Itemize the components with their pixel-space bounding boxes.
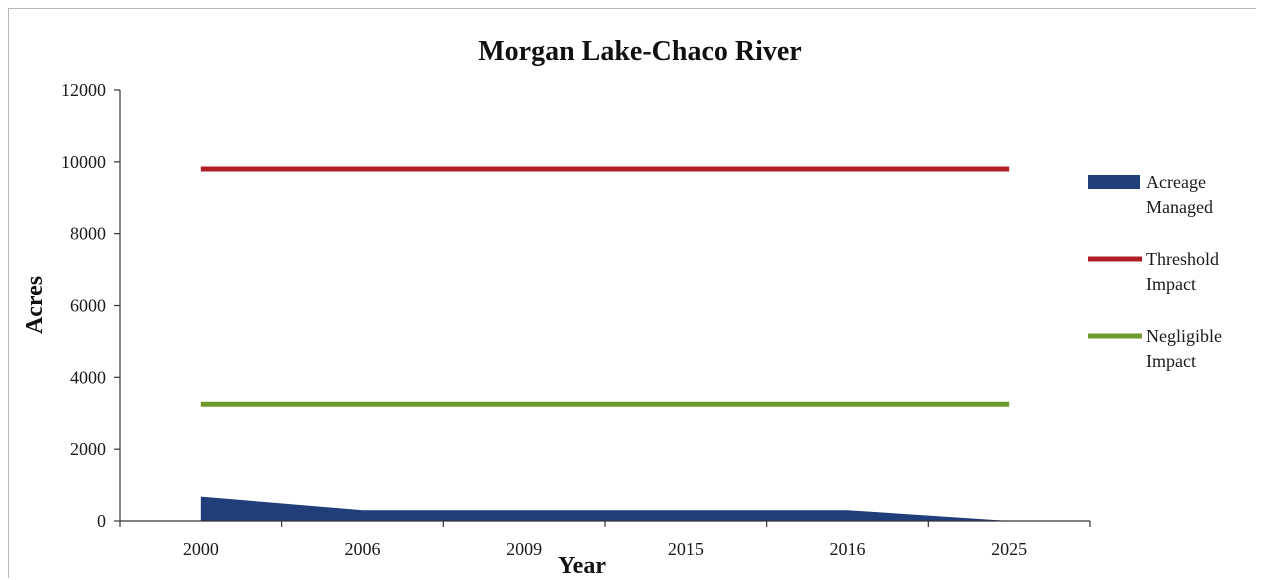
- legend: Acreage Managed Threshold Impact Negligible I…: [1088, 172, 1222, 371]
- x-axis-label: Year: [558, 553, 606, 579]
- y-tick-label: 12000: [61, 80, 106, 100]
- y-tick-label: 10000: [61, 152, 106, 172]
- x-tick-label: 2000: [183, 539, 219, 559]
- chart-title: Morgan Lake-Chaco River: [478, 36, 802, 67]
- y-axis-label: Acres: [22, 276, 48, 334]
- y-tick-label: 2000: [70, 439, 106, 459]
- y-tick-label: 0: [97, 511, 106, 531]
- x-tick-label: 2006: [345, 539, 381, 559]
- x-tick-label: 2025: [991, 539, 1027, 559]
- plot-area: 0 2000 4000 6000 8000 10000 12000 2000 2006 2009 2…: [61, 80, 1091, 559]
- x-tick-label: 2016: [830, 539, 866, 559]
- y-tick-label: 6000: [70, 296, 106, 316]
- y-tick-label: 4000: [70, 367, 106, 387]
- series-area-acreage-managed: [200, 496, 1010, 521]
- legend-label-threshold-impact: Threshold Impact: [1146, 249, 1219, 294]
- x-tick-label: 2009: [506, 539, 542, 559]
- x-tick-label: 2015: [668, 539, 704, 559]
- y-tick-label: 8000: [70, 224, 106, 244]
- chart-frame: [8, 8, 1256, 578]
- legend-swatch-acreage-managed: [1088, 175, 1140, 189]
- legend-label-negligible-impact: Negligible Impact: [1146, 326, 1222, 371]
- legend-label-acreage-managed: Acreage Managed: [1146, 172, 1213, 217]
